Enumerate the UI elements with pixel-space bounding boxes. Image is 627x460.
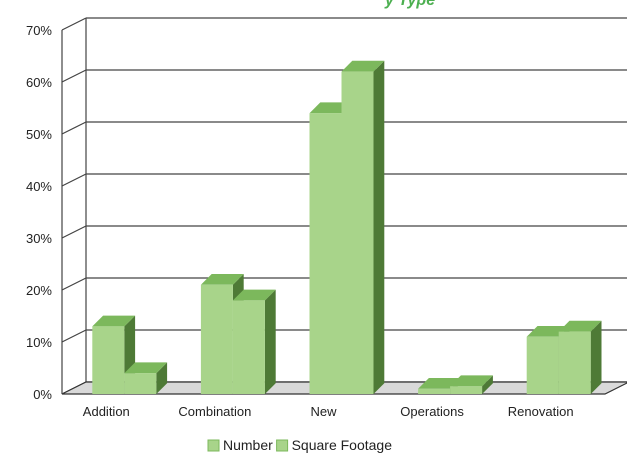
gridline-side-7	[61, 17, 87, 31]
gridline-side-5	[61, 121, 87, 135]
x-tick-label: Operations	[400, 404, 464, 419]
bar-top	[558, 320, 602, 332]
x-tick-label: Combination	[178, 404, 251, 419]
y-tick-label: 70%	[26, 23, 52, 38]
bar-top	[92, 315, 136, 327]
y-tick-label: 10%	[26, 335, 52, 350]
bar-side	[590, 320, 602, 394]
bar-top	[200, 274, 244, 285]
bar-addition-square-footage	[124, 362, 168, 394]
bar-renovation-square-footage	[558, 320, 602, 394]
bar-front	[124, 373, 157, 394]
legend-label: Square Footage	[292, 437, 393, 453]
gridline-side-6	[61, 69, 87, 83]
gridline-side-1	[61, 329, 87, 343]
y-tick-label: 30%	[26, 231, 52, 246]
bars	[92, 60, 602, 395]
legend-swatch	[276, 439, 289, 452]
gridline-side-3	[61, 225, 87, 239]
bar-combination-square-footage	[232, 289, 276, 394]
bar-front	[558, 331, 591, 394]
x-tick-label: Renovation	[508, 404, 574, 419]
bar-front	[200, 284, 233, 394]
bar-side	[264, 289, 276, 394]
y-tick-label: 0%	[33, 387, 52, 402]
bar-side	[373, 60, 385, 395]
bar-top	[232, 289, 276, 301]
legend-swatch	[207, 439, 220, 452]
bar-operations-square-footage	[450, 375, 493, 394]
gridline-side-4	[61, 173, 87, 187]
x-tick-label: New	[310, 404, 337, 419]
bar-top	[418, 378, 461, 389]
bar-front	[232, 300, 265, 394]
x-tick-label: Addition	[83, 404, 130, 419]
bar-front	[309, 113, 342, 394]
y-axis: 0% 10% 20% 30% 40% 50% 60% 70%	[26, 23, 63, 402]
bar-front	[418, 388, 451, 394]
y-tick-label: 40%	[26, 179, 52, 194]
legend: Number Square Footage	[207, 437, 393, 453]
bar-new-square-footage	[341, 60, 385, 395]
bar-addition-number	[92, 315, 136, 394]
chart-title-fragment: y Type	[384, 0, 435, 9]
bar-front	[526, 336, 559, 394]
bar-top	[450, 375, 493, 387]
bar-side	[482, 375, 493, 394]
y-tick-label: 60%	[26, 75, 52, 90]
bar-front	[450, 386, 483, 394]
bar-front	[341, 71, 374, 394]
bar-top	[124, 362, 168, 374]
y-tick-label: 50%	[26, 127, 52, 142]
gridline-side-2	[61, 277, 87, 291]
y-tick-label: 20%	[26, 283, 52, 298]
bar-front	[92, 326, 125, 394]
bar-side	[156, 362, 168, 394]
x-axis: Addition Combination New Operations Renovati…	[83, 404, 574, 419]
legend-label: Number	[223, 437, 273, 453]
bar-top	[341, 60, 385, 72]
